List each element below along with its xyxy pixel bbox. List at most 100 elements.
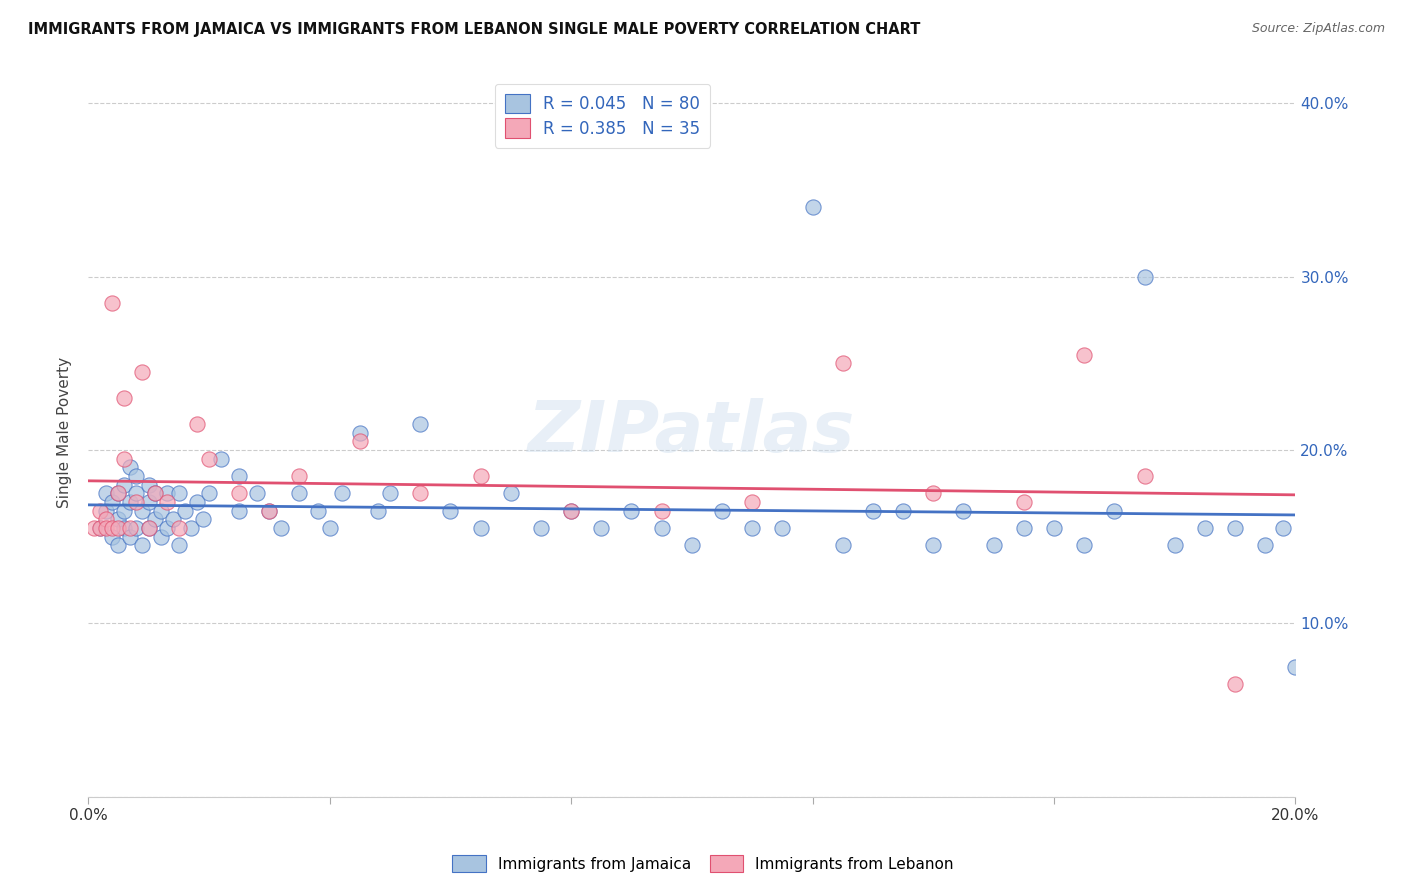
Point <box>228 503 250 517</box>
Point <box>1133 469 1156 483</box>
Point <box>409 486 432 500</box>
Point <box>89 521 111 535</box>
Point <box>409 417 432 431</box>
Point <box>922 486 945 500</box>
Point <box>1194 521 1216 535</box>
Point <box>180 521 202 535</box>
Text: IMMIGRANTS FROM JAMAICA VS IMMIGRANTS FROM LEBANON SINGLE MALE POVERTY CORRELATI: IMMIGRANTS FROM JAMAICA VS IMMIGRANTS FR… <box>28 22 921 37</box>
Point <box>891 503 914 517</box>
Point <box>257 503 280 517</box>
Point <box>131 538 153 552</box>
Point <box>560 503 582 517</box>
Point <box>149 530 172 544</box>
Point <box>96 486 118 500</box>
Point <box>1012 521 1035 535</box>
Point <box>1164 538 1187 552</box>
Point <box>530 521 553 535</box>
Point <box>125 486 148 500</box>
Point <box>1012 495 1035 509</box>
Point <box>101 521 124 535</box>
Point <box>186 495 208 509</box>
Point <box>470 521 492 535</box>
Point <box>801 200 824 214</box>
Legend: R = 0.045   N = 80, R = 0.385   N = 35: R = 0.045 N = 80, R = 0.385 N = 35 <box>495 84 710 148</box>
Point <box>143 486 166 500</box>
Point <box>83 521 105 535</box>
Point <box>349 434 371 449</box>
Point <box>1043 521 1066 535</box>
Point <box>1223 677 1246 691</box>
Point <box>318 521 340 535</box>
Point <box>270 521 292 535</box>
Point <box>651 503 673 517</box>
Point <box>156 486 179 500</box>
Point <box>1073 538 1095 552</box>
Point <box>831 356 853 370</box>
Point <box>156 521 179 535</box>
Point <box>112 451 135 466</box>
Point <box>560 503 582 517</box>
Point <box>138 521 160 535</box>
Point <box>1133 269 1156 284</box>
Point <box>209 451 232 466</box>
Point <box>101 495 124 509</box>
Point <box>1073 348 1095 362</box>
Point <box>770 521 793 535</box>
Point <box>620 503 643 517</box>
Point <box>198 451 221 466</box>
Y-axis label: Single Male Poverty: Single Male Poverty <box>58 357 72 508</box>
Point <box>439 503 461 517</box>
Point <box>125 521 148 535</box>
Point <box>96 521 118 535</box>
Point <box>1254 538 1277 552</box>
Point <box>831 538 853 552</box>
Point <box>983 538 1005 552</box>
Point <box>96 512 118 526</box>
Point <box>162 512 184 526</box>
Point <box>138 521 160 535</box>
Point <box>107 512 129 526</box>
Point <box>330 486 353 500</box>
Point <box>349 425 371 440</box>
Point <box>131 503 153 517</box>
Point <box>120 460 142 475</box>
Point <box>378 486 401 500</box>
Point <box>651 521 673 535</box>
Point <box>1104 503 1126 517</box>
Point <box>198 486 221 500</box>
Point <box>228 486 250 500</box>
Point <box>96 503 118 517</box>
Point <box>125 495 148 509</box>
Point <box>173 503 195 517</box>
Point <box>1223 521 1246 535</box>
Point <box>741 521 763 535</box>
Point <box>149 503 172 517</box>
Point <box>307 503 329 517</box>
Text: ZIPatlas: ZIPatlas <box>529 398 855 467</box>
Point <box>499 486 522 500</box>
Point <box>681 538 703 552</box>
Point <box>143 512 166 526</box>
Point <box>112 503 135 517</box>
Point <box>107 486 129 500</box>
Point <box>167 538 190 552</box>
Point <box>107 486 129 500</box>
Point <box>367 503 389 517</box>
Point <box>120 521 142 535</box>
Point <box>257 503 280 517</box>
Point <box>591 521 613 535</box>
Point <box>89 521 111 535</box>
Point <box>167 486 190 500</box>
Point <box>120 530 142 544</box>
Point <box>112 391 135 405</box>
Point <box>107 538 129 552</box>
Legend: Immigrants from Jamaica, Immigrants from Lebanon: Immigrants from Jamaica, Immigrants from… <box>444 847 962 880</box>
Point <box>125 469 148 483</box>
Point <box>228 469 250 483</box>
Point <box>156 495 179 509</box>
Point <box>711 503 734 517</box>
Point <box>138 495 160 509</box>
Point <box>862 503 884 517</box>
Point <box>741 495 763 509</box>
Point <box>191 512 214 526</box>
